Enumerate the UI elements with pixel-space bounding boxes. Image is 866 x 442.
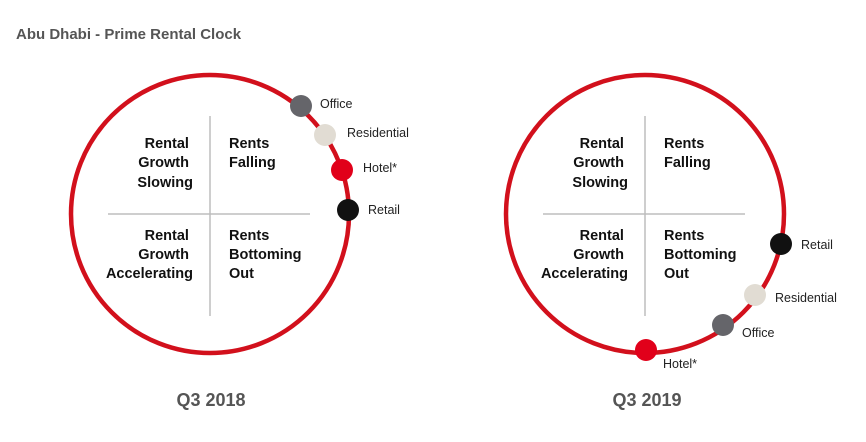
- quadrant-bottom-left: Rental Growth Accelerating: [541, 228, 628, 282]
- quadrant-top-left-line: Slowing: [572, 175, 628, 191]
- quadrant-top-left: Rental Growth Slowing: [572, 136, 628, 191]
- quadrant-bottom-right: Rents Bottoming Out: [229, 228, 306, 282]
- marker-retail-dot: [770, 233, 792, 255]
- marker-office-label: Office: [742, 326, 774, 340]
- quadrant-bottom-left-line: Accelerating: [541, 266, 628, 282]
- marker-residential-dot: [314, 124, 336, 146]
- marker-hotel-label: Hotel*: [663, 357, 697, 371]
- quadrant-top-right-line: Falling: [229, 155, 276, 171]
- period-label: Q3 2019: [612, 390, 681, 410]
- quadrant-bottom-right-line: Out: [664, 266, 689, 282]
- quadrant-top-left-line: Growth: [573, 155, 624, 171]
- marker-hotel-label: Hotel*: [363, 161, 397, 175]
- quadrant-top-right-line: Rents: [664, 136, 704, 152]
- quadrant-bottom-left-line: Growth: [573, 247, 624, 263]
- marker-office-label: Office: [320, 97, 352, 111]
- marker-hotel-dot: [635, 339, 657, 361]
- marker-residential-dot: [744, 284, 766, 306]
- quadrant-top-left-line: Slowing: [137, 175, 193, 191]
- quadrant-bottom-right-line: Out: [229, 266, 254, 282]
- quadrant-bottom-left-line: Rental: [580, 228, 624, 244]
- marker-retail-dot: [337, 199, 359, 221]
- quadrant-bottom-right-line: Bottoming: [664, 247, 736, 263]
- quadrant-bottom-right-line: Bottoming: [229, 247, 301, 263]
- marker-residential-label: Residential: [775, 291, 837, 305]
- quadrant-top-left-line: Growth: [138, 155, 189, 171]
- quadrant-bottom-right: Rents Bottoming Out: [664, 228, 741, 282]
- quadrant-top-right: Rents Falling: [229, 136, 276, 171]
- quadrant-bottom-left-line: Rental: [145, 228, 189, 244]
- quadrant-top-left: Rental Growth Slowing: [137, 136, 193, 191]
- clock-q3-2019: Rental Growth Slowing Rents Falling Rent…: [503, 72, 837, 410]
- quadrant-bottom-left-line: Growth: [138, 247, 189, 263]
- period-label: Q3 2018: [176, 390, 245, 410]
- quadrant-top-right: Rents Falling: [664, 136, 711, 171]
- quadrant-top-right-line: Rents: [229, 136, 269, 152]
- marker-residential-label: Residential: [347, 126, 409, 140]
- quadrant-top-right-line: Falling: [664, 155, 711, 171]
- marker-office-dot: [712, 314, 734, 336]
- marker-retail-label: Retail: [801, 238, 833, 252]
- quadrant-top-left-line: Rental: [145, 136, 189, 152]
- quadrant-bottom-left-line: Accelerating: [106, 266, 193, 282]
- marker-hotel-dot: [331, 159, 353, 181]
- quadrant-bottom-right-line: Rents: [229, 228, 269, 244]
- page-title: Abu Dhabi - Prime Rental Clock: [16, 26, 242, 43]
- clock-q3-2018: Rental Growth Slowing Rents Falling Rent…: [68, 72, 409, 410]
- quadrant-bottom-left: Rental Growth Accelerating: [106, 228, 193, 282]
- marker-retail-label: Retail: [368, 203, 400, 217]
- marker-office-dot: [290, 95, 312, 117]
- quadrant-bottom-right-line: Rents: [664, 228, 704, 244]
- quadrant-top-left-line: Rental: [580, 136, 624, 152]
